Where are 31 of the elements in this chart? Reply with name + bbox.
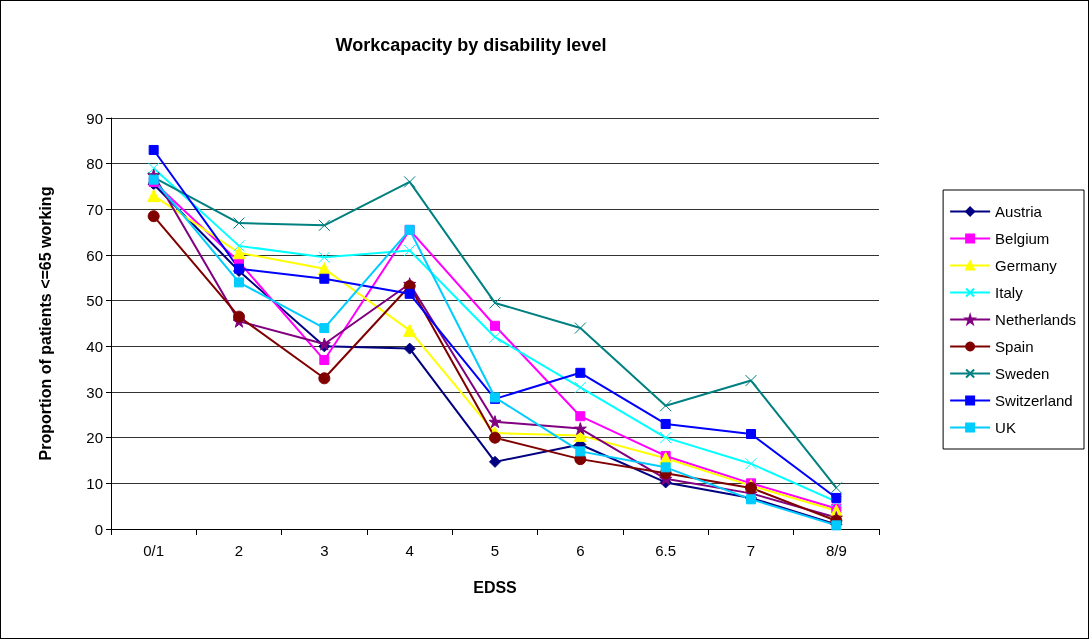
y-tick-label: 30 [86, 383, 103, 401]
y-tick-label: 60 [86, 246, 103, 264]
x-tick-label: 0/1 [143, 542, 165, 559]
legend-label: UK [995, 419, 1016, 436]
legend-label: Spain [995, 338, 1034, 355]
x-tick-label: 8/9 [825, 542, 847, 559]
legend-label: Netherlands [995, 311, 1077, 328]
legend-label: Austria [995, 203, 1043, 220]
x-tick-label: 6 [576, 542, 585, 559]
y-tick-label: 70 [86, 200, 103, 218]
legend-label: Italy [995, 284, 1024, 301]
x-axis-title: EDSS [473, 578, 518, 596]
legend-label: Switzerland [995, 392, 1073, 409]
y-axis-title: Proportion of patients <=65 working [36, 186, 54, 461]
y-tick-label: 40 [86, 337, 103, 355]
x-tick-label: 3 [320, 542, 329, 559]
x-tick-label: 7 [746, 542, 756, 559]
chart-title: Workcapacity by disability level [335, 35, 607, 55]
x-tick-label: 5 [490, 542, 500, 559]
x-tick-label: 4 [405, 542, 414, 559]
legend-label: Sweden [995, 365, 1050, 382]
x-tick-label: 2 [234, 542, 244, 559]
legend-label: Germany [995, 257, 1058, 274]
y-tick-label: 0 [94, 520, 103, 538]
y-tick-label: 10 [86, 474, 103, 492]
y-tick-label: 20 [86, 429, 103, 447]
y-tick-label: 80 [86, 155, 103, 173]
x-tick-label: 6.5 [655, 542, 677, 559]
y-tick-label: 50 [86, 292, 103, 310]
legend-label: Belgium [995, 230, 1050, 247]
y-tick-label: 90 [86, 109, 103, 127]
